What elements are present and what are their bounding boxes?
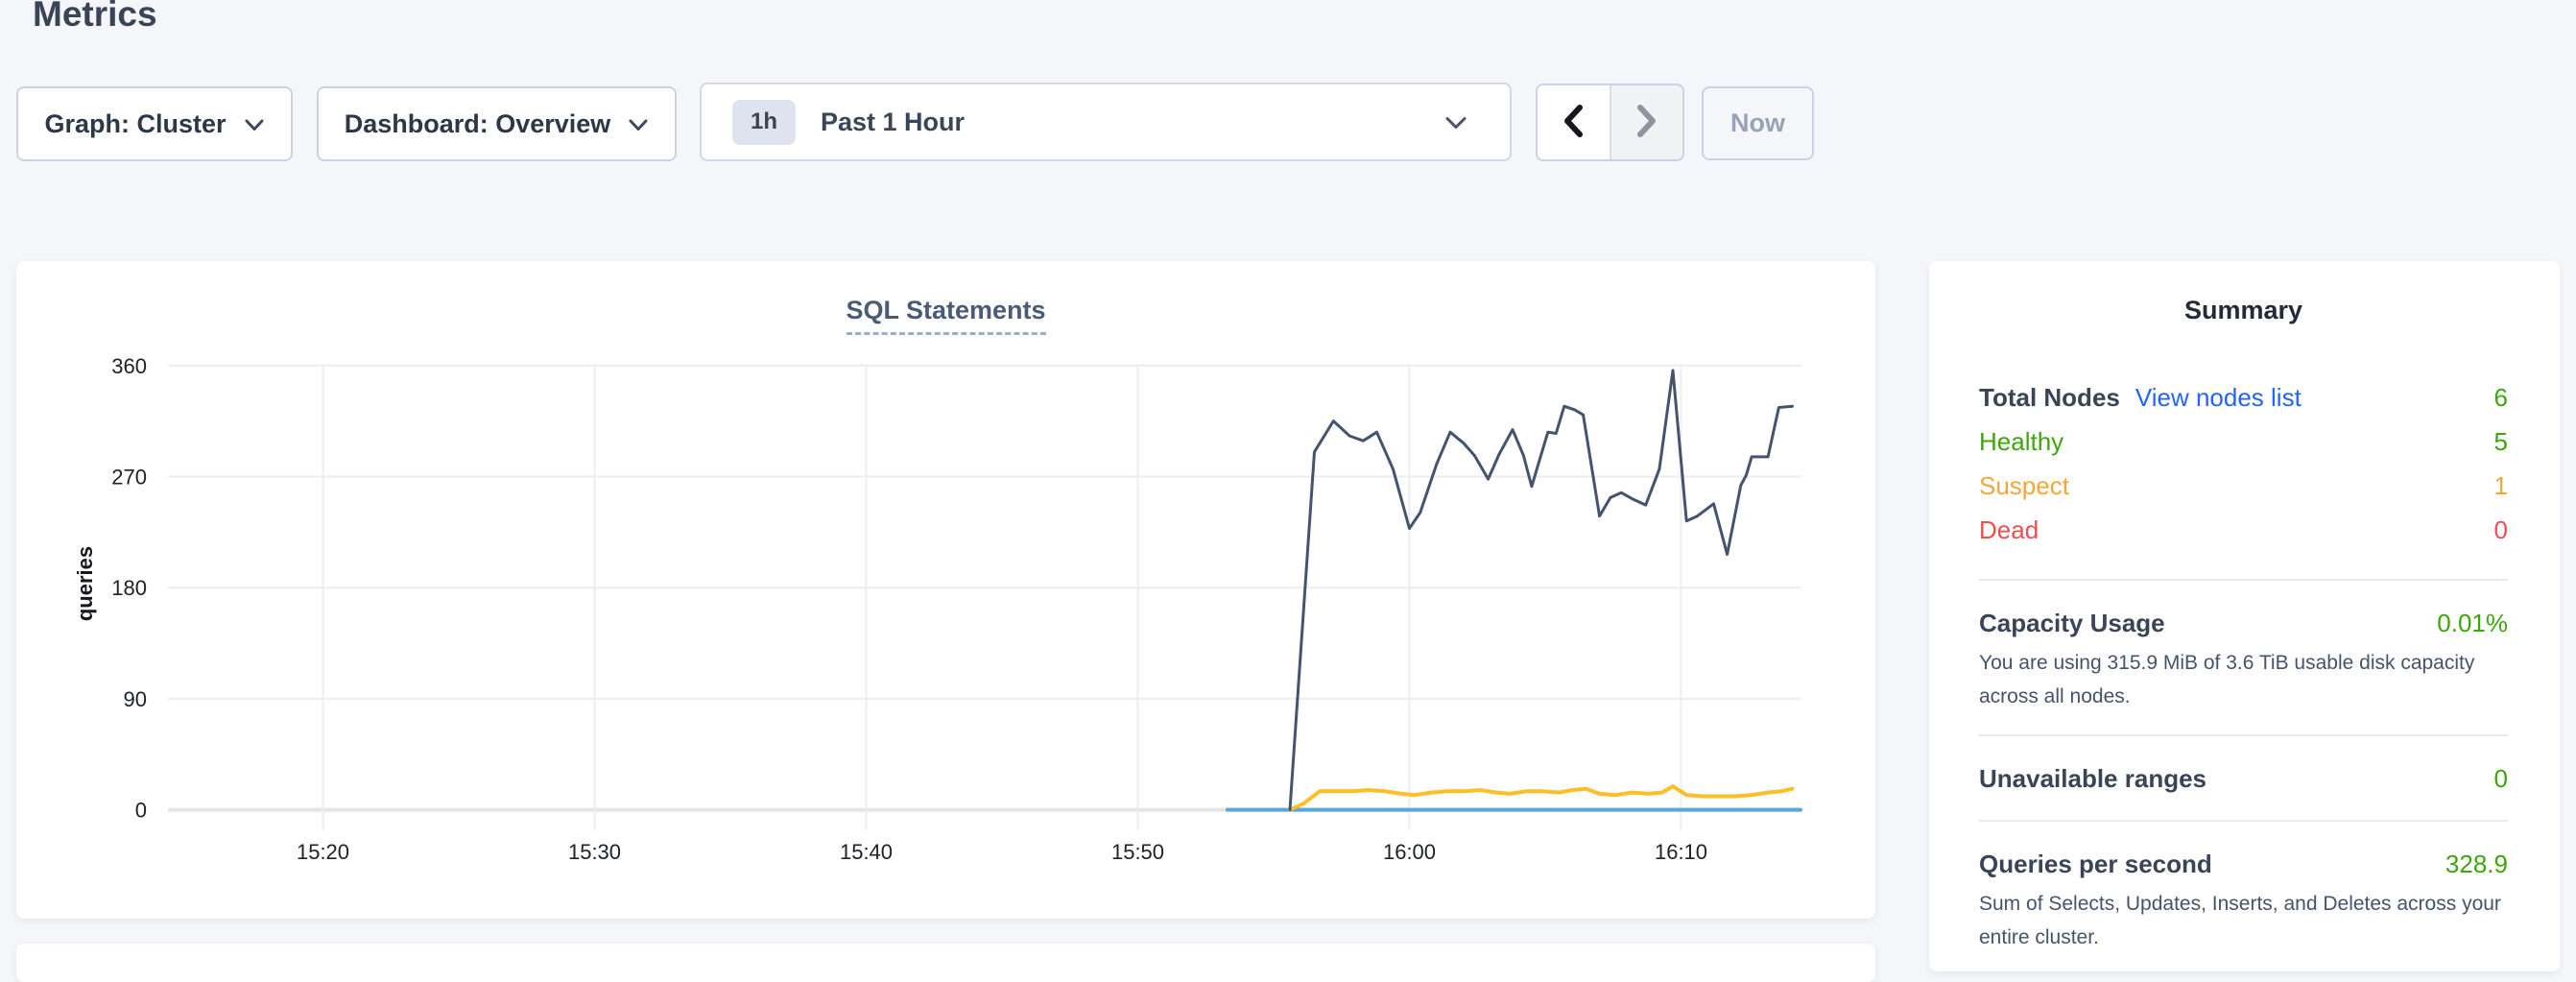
queries-per-second-label: Queries per second bbox=[1979, 850, 2212, 878]
x-tick-label: 15:40 bbox=[840, 840, 893, 864]
summary-title: Summary bbox=[2183, 296, 2303, 324]
dashboard-dropdown[interactable]: Dashboard: Overview bbox=[317, 86, 677, 161]
y-tick-label: 0 bbox=[135, 799, 147, 823]
healthy-nodes-row: Healthy 5 bbox=[1979, 427, 2508, 471]
y-tick-label: 270 bbox=[111, 465, 147, 489]
chevron-right-icon bbox=[1634, 103, 1660, 142]
graph-dropdown[interactable]: Graph: Cluster bbox=[16, 86, 293, 161]
suspect-label: Suspect bbox=[1979, 471, 2069, 500]
y-tick-label: 360 bbox=[111, 354, 147, 378]
dashboard-dropdown-label: Dashboard: Overview bbox=[344, 108, 611, 138]
chevron-down-icon bbox=[628, 109, 649, 139]
graph-dropdown-label: Graph: Cluster bbox=[44, 108, 227, 138]
suspect-nodes-row: Suspect 1 bbox=[1979, 471, 2508, 515]
next-interval-button[interactable] bbox=[1609, 85, 1682, 159]
view-nodes-list-link[interactable]: View nodes list bbox=[2135, 383, 2302, 412]
dark-blue-series-line bbox=[1288, 369, 1794, 812]
chevron-down-icon bbox=[1444, 108, 1467, 137]
total-nodes-label: Total Nodes bbox=[1979, 383, 2120, 412]
healthy-value: 5 bbox=[2493, 427, 2508, 456]
x-tick-label: 15:50 bbox=[1111, 840, 1164, 864]
yellow-series-line bbox=[1288, 784, 1795, 812]
chevron-down-icon bbox=[244, 109, 265, 139]
queries-per-second-description: Sum of Selects, Updates, Inserts, and De… bbox=[1979, 893, 2501, 948]
chevron-left-icon bbox=[1560, 103, 1586, 142]
now-button[interactable]: Now bbox=[1702, 86, 1814, 160]
divider bbox=[1979, 579, 2508, 581]
suspect-value: 1 bbox=[2493, 471, 2508, 500]
time-range-selector[interactable]: 1h Past 1 Hour bbox=[700, 83, 1512, 161]
time-interval-nav bbox=[1536, 84, 1684, 161]
divider bbox=[1979, 820, 2508, 822]
queries-per-second-section: Queries per second 328.9 Sum of Selects,… bbox=[1979, 822, 2508, 954]
sql-statements-line-chart[interactable]: 360 270 180 90 0 15:20 15:30 15:40 15:50 16:00 16:… bbox=[16, 261, 1875, 919]
dead-label: Dead bbox=[1979, 515, 2039, 544]
y-tick-label: 180 bbox=[111, 576, 147, 600]
sql-statements-chart-card: SQL Statements queries 360 270 180 90 0 15:20… bbox=[16, 261, 1875, 919]
unavailable-ranges-section: Unavailable ranges 0 bbox=[1979, 736, 2508, 794]
next-chart-card-edge bbox=[16, 944, 1875, 982]
prev-interval-button[interactable] bbox=[1538, 85, 1610, 159]
dead-value: 0 bbox=[2493, 515, 2508, 544]
unavailable-ranges-label: Unavailable ranges bbox=[1979, 764, 2206, 793]
y-tick-label: 90 bbox=[124, 687, 147, 711]
capacity-usage-description: You are using 315.9 MiB of 3.6 TiB usabl… bbox=[1979, 652, 2475, 707]
total-nodes-value: 6 bbox=[2493, 383, 2508, 412]
time-range-label: Past 1 Hour bbox=[821, 107, 966, 136]
capacity-usage-section: Capacity Usage 0.01% You are using 315.9… bbox=[1979, 581, 2508, 713]
summary-panel: Summary Total Nodes View nodes list 6 He… bbox=[1929, 261, 2560, 971]
time-range-badge: 1h bbox=[732, 99, 796, 145]
healthy-label: Healthy bbox=[1979, 427, 2064, 456]
x-tick-label: 16:10 bbox=[1655, 840, 1707, 864]
x-tick-label: 15:20 bbox=[297, 840, 349, 864]
queries-per-second-value: 328.9 bbox=[2445, 850, 2508, 878]
page-title: Metrics bbox=[33, 0, 157, 34]
capacity-usage-value: 0.01% bbox=[2437, 609, 2508, 637]
unavailable-ranges-value: 0 bbox=[2493, 764, 2508, 793]
divider bbox=[1979, 734, 2508, 736]
x-tick-label: 16:00 bbox=[1383, 840, 1436, 864]
node-counts: Total Nodes View nodes list 6 Healthy 5 … bbox=[1979, 383, 2508, 560]
capacity-usage-label: Capacity Usage bbox=[1979, 609, 2165, 637]
x-tick-label: 15:30 bbox=[568, 840, 621, 864]
total-nodes-row: Total Nodes View nodes list 6 bbox=[1979, 383, 2508, 427]
chart-title[interactable]: SQL Statements bbox=[846, 296, 1046, 335]
dead-nodes-row: Dead 0 bbox=[1979, 515, 2508, 560]
